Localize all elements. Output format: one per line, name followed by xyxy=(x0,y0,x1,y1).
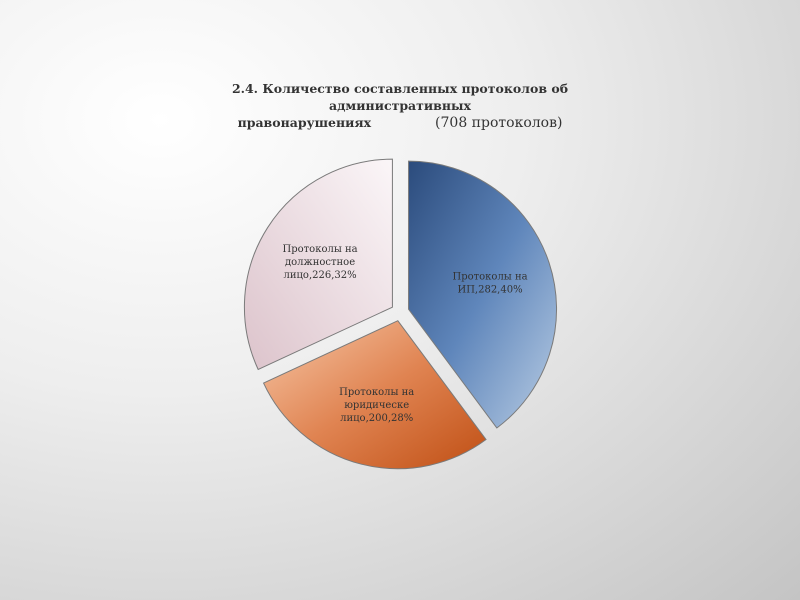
slice-label-2: Протоколы на должностное лицо,226,32% xyxy=(283,244,358,281)
title-line2: правонарушениях xyxy=(237,115,372,130)
chart-subtitle: (708 протоколов) xyxy=(435,115,563,131)
slice-label-1: Протоколы на юридическе лицо,200,28% xyxy=(339,387,414,424)
title-line1: 2.4. Количество составленных протоколов … xyxy=(231,81,569,113)
chart-title: 2.4. Количество составленных протоколов … xyxy=(190,80,610,132)
slice-label-0: Протоколы на ИП,282,40% xyxy=(452,272,527,296)
pie-slice-2 xyxy=(243,158,393,371)
pie-slice-0 xyxy=(408,160,558,429)
pie-slice-1 xyxy=(262,320,487,470)
